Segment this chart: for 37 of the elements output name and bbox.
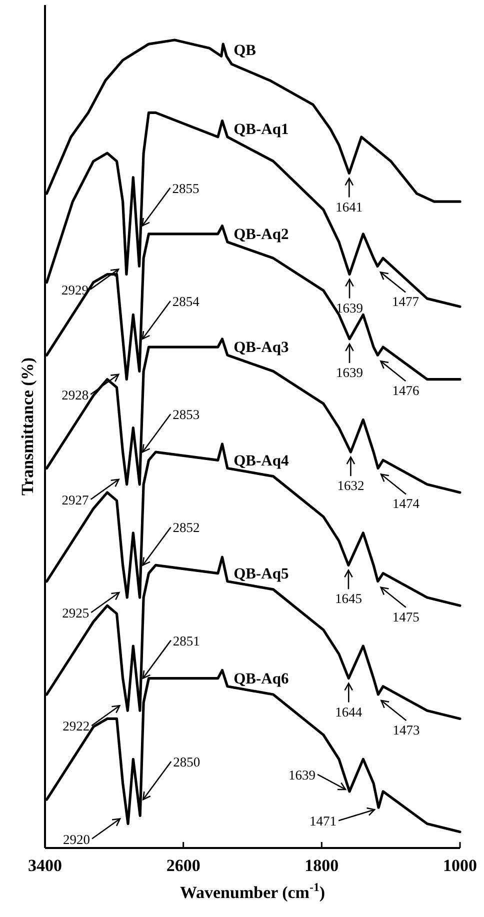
annotation: 1471 (310, 814, 337, 829)
series-label: QB-Aq6 (234, 670, 289, 688)
series-label: QB-Aq2 (234, 226, 289, 244)
annotation: 1632 (337, 478, 364, 494)
annotation: 2853 (172, 407, 200, 422)
annotation: 1641 (336, 199, 363, 214)
annotation: 2851 (172, 633, 200, 648)
annotation: 1639 (336, 364, 364, 380)
annotation: 1475 (392, 609, 420, 624)
annotation: 2854 (172, 294, 200, 309)
series-label: QB (234, 42, 256, 59)
x-axis-title: Wavenumber (cm$^{-1}$) (180, 880, 326, 902)
annotation: 2852 (172, 520, 200, 536)
y-axis-title: Transmittance (%) (18, 357, 37, 496)
annotation: 2850 (173, 754, 200, 770)
annotation: 1476 (392, 383, 420, 398)
series-label: QB-Aq4 (234, 452, 289, 470)
annotation: 1644 (335, 704, 362, 720)
x-tick-label: 1800 (304, 856, 339, 875)
annotation: 2855 (172, 180, 200, 196)
annotation: 1645 (334, 591, 362, 606)
annotation: 2928 (62, 387, 89, 402)
x-tick-label: 2600 (166, 856, 200, 875)
annotation: 2925 (62, 606, 90, 621)
annotation: 2922 (62, 718, 90, 734)
annotation: 1639 (336, 300, 364, 316)
annotation: 1477 (392, 294, 420, 310)
x-tick-label: 3400 (28, 856, 62, 875)
series-label: QB-Aq1 (234, 121, 289, 138)
series-label: QB-Aq3 (234, 339, 289, 356)
annotation: 2920 (63, 832, 90, 847)
annotation: 2927 (62, 492, 90, 508)
annotation: 1473 (392, 722, 420, 738)
x-tick-label: 1000 (443, 856, 477, 875)
annotation: 1474 (392, 496, 420, 512)
annotation: 1639 (288, 767, 316, 782)
series-label: QB-Aq5 (234, 565, 289, 582)
